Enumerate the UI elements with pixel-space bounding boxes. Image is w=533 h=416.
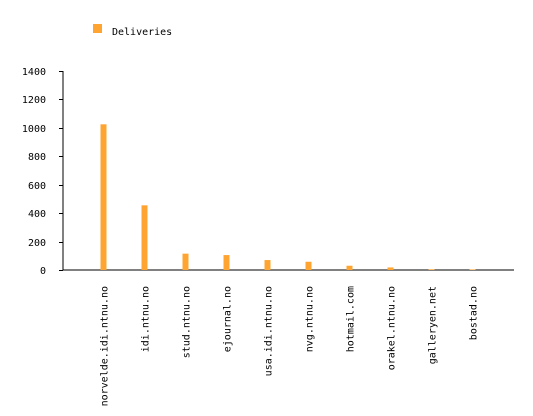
y-tick-label: 1000 bbox=[22, 124, 46, 135]
y-tick-label: 1400 bbox=[22, 67, 46, 78]
bar bbox=[428, 269, 435, 270]
bars bbox=[100, 124, 476, 270]
axes bbox=[62, 71, 514, 271]
y-tick-label: 800 bbox=[28, 152, 46, 163]
x-tick-label: orakel.ntnu.no bbox=[387, 286, 398, 370]
x-tick-label: bostad.no bbox=[469, 286, 480, 340]
x-tick-label: stud.ntnu.no bbox=[182, 286, 193, 358]
bar bbox=[182, 253, 189, 270]
y-tick-label: 600 bbox=[28, 181, 46, 192]
x-tick-label: galleryen.net bbox=[428, 286, 439, 364]
bar bbox=[346, 265, 353, 270]
x-tick-label: ejournal.no bbox=[223, 286, 234, 352]
x-axis-labels: norvelde.idi.ntnu.no idi.ntnu.no stud.ntnu… bbox=[100, 286, 480, 406]
y-tick-label: 1200 bbox=[22, 95, 46, 106]
bar bbox=[305, 261, 312, 270]
x-tick-label: norvelde.idi.ntnu.no bbox=[100, 286, 111, 406]
legend-label-deliveries: Deliveries bbox=[112, 27, 172, 38]
bar bbox=[223, 255, 230, 270]
bar bbox=[469, 269, 476, 270]
y-tick-label: 200 bbox=[28, 238, 46, 249]
x-tick-label: nvg.ntnu.no bbox=[305, 286, 316, 352]
bar bbox=[141, 205, 148, 270]
y-tick-label: 400 bbox=[28, 209, 46, 220]
y-tick-label: 0 bbox=[40, 266, 46, 277]
x-tick-label: hotmail.com bbox=[346, 286, 357, 352]
bar bbox=[264, 260, 271, 270]
bar bbox=[100, 124, 107, 270]
x-tick-label: idi.ntnu.no bbox=[141, 286, 152, 352]
bar bbox=[387, 267, 394, 270]
x-tick-label: usa.idi.ntnu.no bbox=[264, 286, 275, 376]
legend: Deliveries bbox=[93, 24, 172, 38]
y-axis-ticks: 0 200 400 600 800 1000 1200 1400 bbox=[22, 67, 63, 277]
legend-swatch bbox=[93, 24, 102, 33]
